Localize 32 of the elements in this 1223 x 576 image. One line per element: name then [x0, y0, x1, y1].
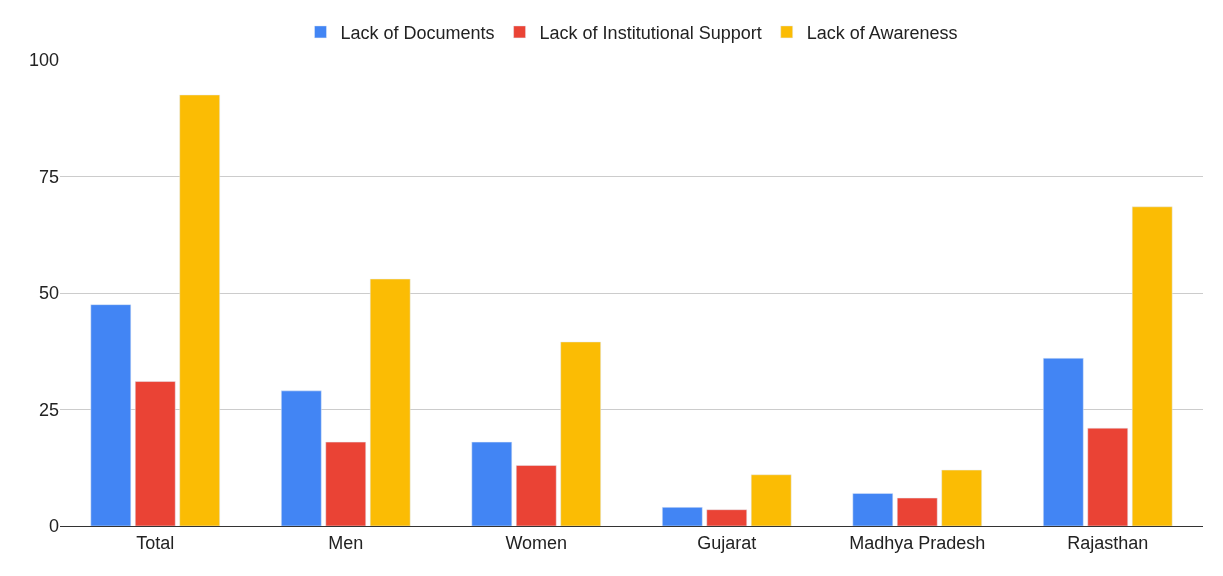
- bar: [750, 474, 792, 526]
- bar: [135, 381, 176, 526]
- y-tick-label: 100: [28, 50, 59, 71]
- bar: [516, 465, 557, 526]
- bar: [941, 469, 982, 526]
- bar: [706, 509, 747, 526]
- bar: [897, 497, 938, 526]
- bar: [1043, 357, 1084, 526]
- bar: [369, 278, 411, 526]
- y-tick-label: 0: [48, 516, 59, 537]
- legend-label: Lack of Awareness: [806, 22, 958, 43]
- x-tick-label: Women: [505, 532, 568, 553]
- x-tick-label: Gujarat: [697, 532, 757, 553]
- x-tick-label: Rajasthan: [1067, 532, 1149, 553]
- bar: [1087, 427, 1128, 526]
- bar: [325, 441, 366, 526]
- bar: [1131, 206, 1173, 526]
- legend-label: Lack of Documents: [340, 22, 495, 43]
- x-tick-label: Total: [136, 532, 175, 553]
- x-tick-label: Madhya Pradesh: [849, 532, 986, 553]
- bar: [281, 390, 322, 526]
- bar: [90, 304, 132, 526]
- bar: [852, 493, 894, 526]
- y-tick-label: 50: [38, 283, 59, 304]
- bar: [662, 507, 703, 526]
- legend-label: Lack of Institutional Support: [539, 22, 762, 43]
- bar: [179, 94, 220, 526]
- y-tick-label: 75: [38, 166, 59, 187]
- x-tick-label: Men: [328, 532, 364, 553]
- bar: [471, 441, 513, 526]
- bar: [560, 341, 601, 526]
- y-tick-label: 25: [38, 399, 59, 420]
